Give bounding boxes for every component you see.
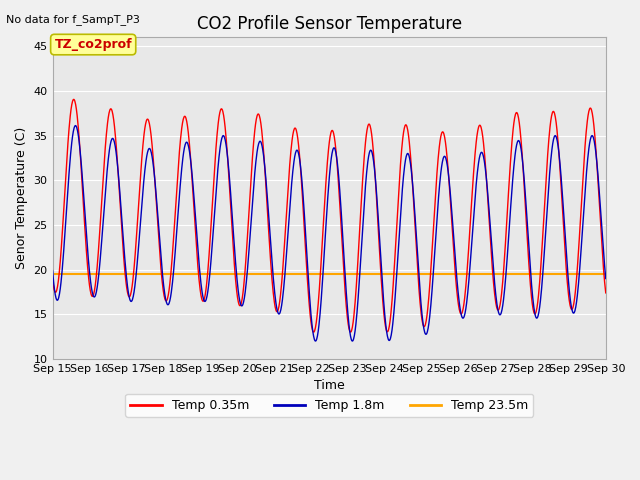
Title: CO2 Profile Sensor Temperature: CO2 Profile Sensor Temperature: [196, 15, 461, 33]
Y-axis label: Senor Temperature (C): Senor Temperature (C): [15, 127, 28, 269]
X-axis label: Time: Time: [314, 379, 344, 392]
Legend: Temp 0.35m, Temp 1.8m, Temp 23.5m: Temp 0.35m, Temp 1.8m, Temp 23.5m: [125, 394, 533, 417]
Text: No data for f_SampT_P3: No data for f_SampT_P3: [6, 14, 140, 25]
Text: TZ_co2prof: TZ_co2prof: [54, 38, 132, 51]
